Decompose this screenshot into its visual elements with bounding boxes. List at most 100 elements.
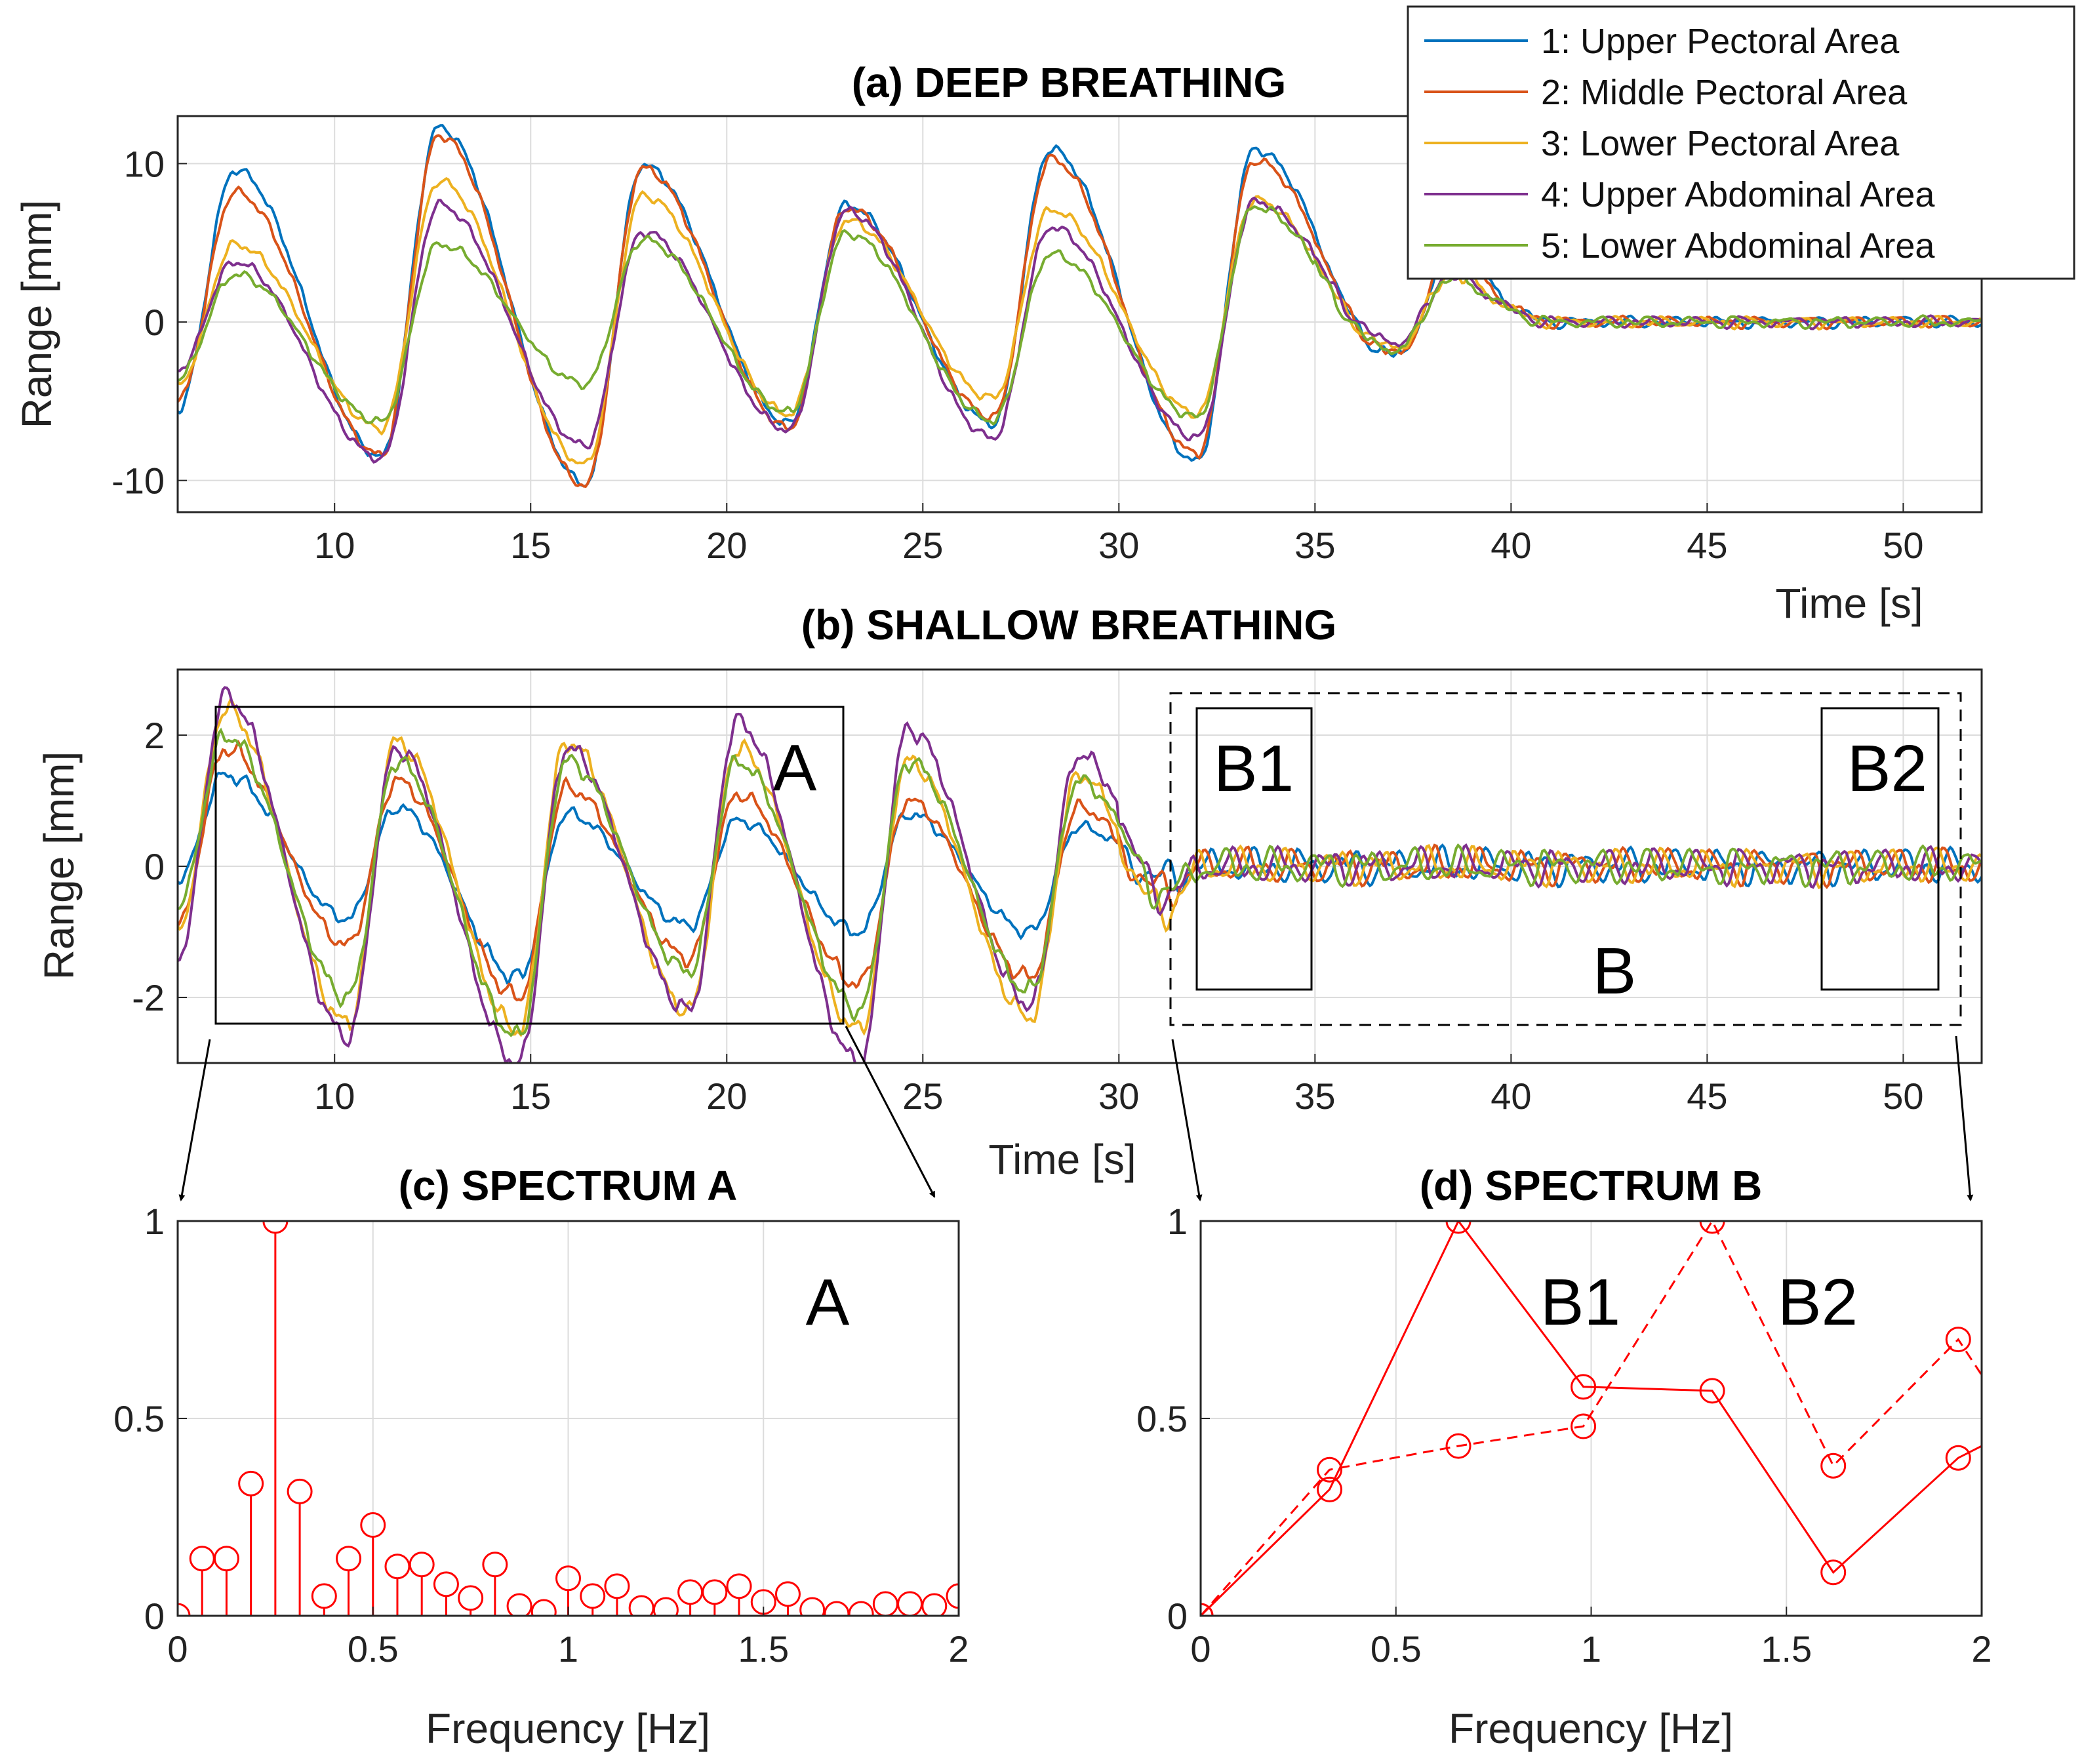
x-tick-label: 1 xyxy=(558,1628,578,1670)
x-tick-label: 0.5 xyxy=(348,1628,399,1670)
spectrum-b-marker xyxy=(1699,1221,1725,1234)
spectrum-b-xlabel: Frequency [Hz] xyxy=(1449,1705,1733,1752)
stem-marker xyxy=(506,1593,532,1616)
spectrum-b-marker xyxy=(1571,1374,1597,1400)
region-b1-label: B1 xyxy=(1214,732,1294,805)
stem-marker xyxy=(213,1546,239,1572)
deep-xlabel: Time [s] xyxy=(1775,580,1923,627)
stem-marker xyxy=(433,1571,459,1597)
legend-label-5: 5: Lower Abdominal Area xyxy=(1541,226,1935,266)
series-line-4 xyxy=(178,686,1982,1063)
x-tick-label: 35 xyxy=(1294,1075,1335,1117)
stem-marker xyxy=(238,1470,264,1496)
x-tick-label: 0.5 xyxy=(1371,1628,1422,1670)
shallow-breathing-panel: 10 15 20 25 30 35 40 45 50 -2 0 2 (b) SHALLOW BREAT… xyxy=(35,601,1983,1201)
legend: 1: Upper Pectoral Area 2: Middle Pectoral… xyxy=(1407,5,2075,280)
x-tick-label: 30 xyxy=(1098,1075,1139,1117)
stem-marker xyxy=(482,1552,508,1578)
x-tick-label: 25 xyxy=(902,525,943,566)
deep-tick-labels: 10 15 20 25 30 35 40 45 50 -10 0 10 xyxy=(111,143,1923,566)
series-line-5 xyxy=(178,727,1982,1037)
spectrum-b-line-B2 xyxy=(1201,1221,1982,1616)
stem-marker xyxy=(287,1478,313,1504)
stem-marker xyxy=(652,1597,679,1616)
spectrum-b-marker xyxy=(1571,1413,1597,1439)
spectrum-b1-label: B1 xyxy=(1540,1266,1620,1339)
spectrum-b-marker xyxy=(1699,1378,1725,1404)
stem-marker xyxy=(360,1512,386,1538)
y-tick-label: 0.5 xyxy=(113,1398,165,1439)
spectrum-b-marker xyxy=(1317,1476,1343,1502)
stem-marker xyxy=(458,1585,484,1611)
spectrum-b-panel: 0 0.5 1 1.5 2 0 0.5 1 (d) SPECTRUM B Frequency … xyxy=(1136,1162,1992,1752)
y-tick-label: 0 xyxy=(144,302,165,343)
y-tick-label: 0 xyxy=(144,1595,165,1637)
spectrum-b-marker xyxy=(1945,1327,1971,1353)
spectrum-b-marker xyxy=(1445,1221,1471,1234)
region-b1-box xyxy=(1195,707,1313,991)
x-tick-label: 50 xyxy=(1883,1075,1923,1117)
spectrum-b-marker xyxy=(1820,1559,1847,1586)
stem-marker xyxy=(580,1583,606,1609)
shallow-ylabel: Range [mm] xyxy=(35,752,83,980)
legend-label-1: 1: Upper Pectoral Area xyxy=(1541,22,1900,61)
y-tick-label: -10 xyxy=(111,460,165,502)
spectrum-a-xlabel: Frequency [Hz] xyxy=(426,1705,710,1752)
legend-label-4: 4: Upper Abdominal Area xyxy=(1541,175,1935,214)
deep-ylabel: Range [mm] xyxy=(13,200,60,429)
stem-marker xyxy=(799,1597,826,1616)
x-tick-label: 30 xyxy=(1098,525,1139,566)
region-a-box xyxy=(214,706,845,1025)
y-tick-label: -2 xyxy=(132,977,165,1018)
spectrum-a-tick-labels: 0 0.5 1 1.5 2 0 0.5 1 xyxy=(113,1201,969,1670)
shallow-series-lines xyxy=(178,686,1982,1063)
arrow-b-right xyxy=(1955,1035,1974,1201)
spectrum-a-label: A xyxy=(806,1266,850,1339)
x-tick-label: 1.5 xyxy=(738,1628,789,1670)
deep-title: (a) DEEP BREATHING xyxy=(852,59,1287,106)
region-b-label: B xyxy=(1593,934,1637,1008)
x-tick-label: 40 xyxy=(1491,525,1531,566)
arrow-a-left xyxy=(178,1039,211,1201)
stem-marker xyxy=(604,1573,630,1599)
series-line-4 xyxy=(178,196,1982,464)
x-tick-label: 2 xyxy=(1971,1628,1992,1670)
stem-marker xyxy=(848,1601,874,1616)
x-tick-label: 1.5 xyxy=(1761,1628,1812,1670)
arrow-a-right xyxy=(845,1026,936,1198)
y-tick-label: 1 xyxy=(144,1201,165,1242)
stem-marker xyxy=(921,1593,948,1616)
x-tick-label: 1 xyxy=(1581,1628,1601,1670)
spectrum-b2-label: B2 xyxy=(1778,1266,1858,1339)
arrow-b-left xyxy=(1171,1039,1203,1201)
stem-marker xyxy=(702,1579,728,1605)
x-tick-label: 25 xyxy=(902,1075,943,1117)
spectrum-b-tick-labels: 0 0.5 1 1.5 2 0 0.5 1 xyxy=(1136,1201,1992,1670)
spectrum-b-title: (d) SPECTRUM B xyxy=(1420,1162,1763,1209)
x-tick-label: 45 xyxy=(1687,1075,1727,1117)
deep-axes-box xyxy=(176,115,1983,513)
x-tick-label: 0 xyxy=(167,1628,188,1670)
legend-label-2: 2: Middle Pectoral Area xyxy=(1541,73,1908,112)
x-tick-label: 35 xyxy=(1294,525,1335,566)
x-tick-label: 45 xyxy=(1687,525,1727,566)
spectrum-a-panel: 0 0.5 1 1.5 2 0 0.5 1 (c) SPECTRUM A Frequency … xyxy=(113,1162,969,1752)
x-tick-label: 10 xyxy=(314,525,355,566)
x-tick-label: 0 xyxy=(1190,1628,1211,1670)
spectrum-b-line-B1 xyxy=(1201,1221,1982,1616)
spectrum-b-lines xyxy=(1201,1221,1982,1616)
spectrum-a-title: (c) SPECTRUM A xyxy=(399,1162,738,1209)
shallow-title: (b) SHALLOW BREATHING xyxy=(801,601,1336,649)
legend-label-3: 3: Lower Pectoral Area xyxy=(1541,124,1900,163)
spectrum-a-stems xyxy=(178,1221,959,1616)
y-tick-label: 0 xyxy=(144,846,165,887)
y-tick-label: 1 xyxy=(1167,1201,1188,1242)
shallow-xlabel: Time [s] xyxy=(988,1136,1136,1183)
spectrum-b-marker xyxy=(1945,1445,1971,1471)
stem-marker xyxy=(311,1583,337,1609)
y-tick-label: 2 xyxy=(144,715,165,756)
y-tick-label: 10 xyxy=(124,143,165,184)
stem-marker xyxy=(946,1583,959,1609)
x-tick-label: 20 xyxy=(706,525,747,566)
